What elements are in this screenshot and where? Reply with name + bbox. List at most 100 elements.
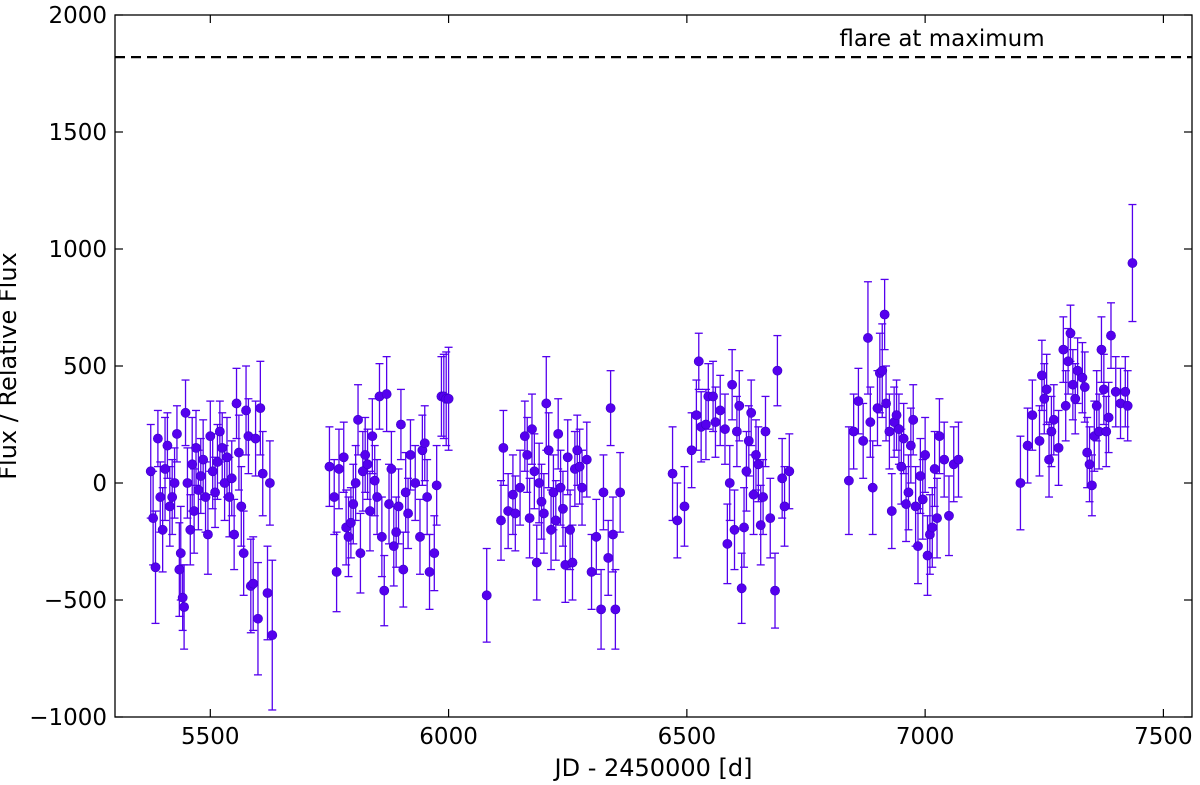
data-point [577,482,587,493]
data-point [262,588,273,598]
data-point [527,424,537,435]
data-point [431,480,442,491]
data-point [1036,370,1047,381]
data-point [522,450,533,460]
data-point [360,450,371,460]
data-point [1110,386,1121,397]
data-point [422,492,433,502]
data-point [403,508,413,519]
data-point [548,487,559,498]
data-point [391,527,402,538]
flare-maximum-label: flare at maximum [839,26,1044,52]
data-point [531,557,542,568]
data-point [1096,344,1107,355]
data-point [481,590,492,601]
data-point [189,506,200,516]
data-point [1015,478,1026,488]
data-point [257,468,268,479]
data-point [724,478,735,488]
data-point [443,393,454,404]
data-point [872,403,883,414]
data-point [546,524,556,535]
data-point [264,478,275,488]
data-point [200,492,211,502]
data-point [334,464,344,474]
y-tick-label: −500 [44,588,107,614]
data-point [739,522,749,533]
data-point [1087,480,1097,491]
data-point [536,496,547,507]
data-point [172,428,182,439]
data-point [922,550,933,561]
data-point [748,489,759,500]
data-point [679,501,690,512]
data-point [1127,258,1138,268]
data-point [198,454,209,465]
data-point [167,492,178,502]
data-point [913,541,923,552]
data-point [157,524,168,535]
data-point [858,435,869,446]
data-point [345,517,356,528]
data-point [207,466,218,477]
data-point [896,461,907,472]
data-point [398,564,409,575]
data-point [715,405,726,416]
data-point [903,487,914,498]
data-point [1022,440,1033,451]
data-point [1041,384,1052,395]
data-point [708,391,718,402]
data-point [1034,435,1045,446]
x-tick-label: 7500 [1134,724,1193,750]
data-point [746,407,757,418]
data-point [765,513,776,523]
data-point [720,424,730,435]
data-point [686,445,697,456]
y-axis-label: Flux / Relative Flux [0,252,22,480]
data-point [672,515,683,526]
data-point [770,585,780,596]
data-point [884,426,895,437]
data-point [905,440,916,451]
x-tick-label: 5500 [181,724,240,750]
data-point [329,492,340,502]
data-point [1058,344,1069,355]
data-point [603,552,614,563]
data-point [908,414,919,425]
data-point [953,454,964,465]
data-point [886,506,897,516]
data-point [1046,426,1057,437]
data-point [185,524,196,535]
data-point [541,398,552,409]
data-point [164,501,175,512]
data-point [182,478,193,488]
data-point [667,468,678,479]
data-point [367,431,378,442]
data-point [693,356,704,367]
data-point [212,457,223,467]
data-point [222,452,232,463]
data-point [498,442,509,453]
y-tick-label: 1000 [48,237,107,263]
data-point [236,501,247,512]
data-point [920,450,931,460]
data-point [877,365,888,376]
data-point [350,478,361,488]
data-point [1082,447,1093,458]
data-point [324,461,335,472]
data-point [543,445,554,456]
data-point [881,398,891,409]
data-point [519,431,530,442]
data-point [558,503,568,514]
data-point [743,435,754,446]
data-point [729,524,740,535]
data-point [396,419,406,430]
data-point [1065,328,1076,339]
data-point [508,489,518,500]
data-point [910,501,921,512]
data-point [248,578,259,589]
data-point [343,531,354,542]
data-point [755,520,766,531]
data-point-layer [145,258,1138,640]
data-point [1103,412,1114,423]
